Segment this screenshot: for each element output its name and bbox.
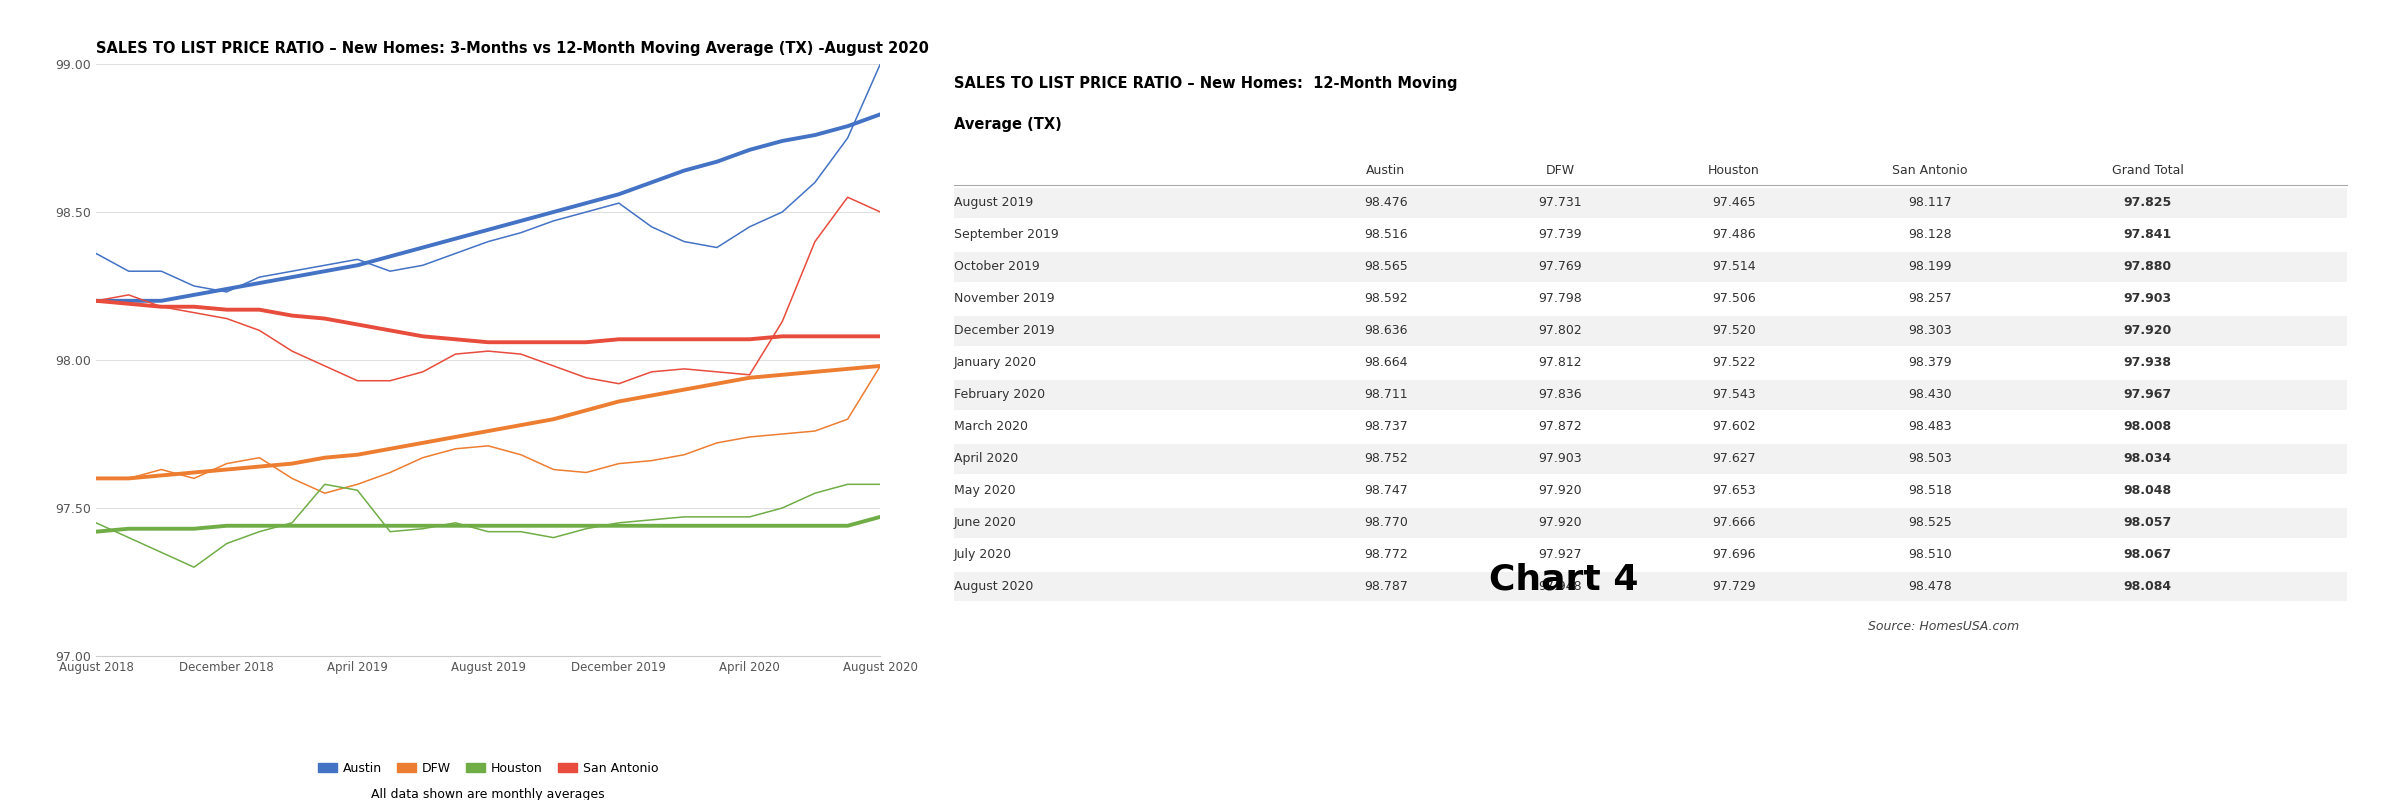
Text: May 2020: May 2020 [955,484,1015,497]
Text: January 2020: January 2020 [955,356,1037,369]
Text: 97.812: 97.812 [1538,356,1582,369]
Text: 97.927: 97.927 [1538,548,1582,561]
Text: 98.067: 98.067 [2124,548,2172,561]
Text: 98.592: 98.592 [1363,292,1406,305]
Text: 98.048: 98.048 [2124,484,2172,497]
Text: Chart 4: Chart 4 [1488,562,1639,596]
Text: 97.696: 97.696 [1711,548,1757,561]
Text: 98.787: 98.787 [1363,580,1409,593]
Text: 97.653: 97.653 [1711,484,1757,497]
FancyBboxPatch shape [955,252,2347,282]
Text: 97.506: 97.506 [1711,292,1757,305]
Text: 98.379: 98.379 [1908,356,1951,369]
Text: 97.880: 97.880 [2124,260,2172,273]
Text: 97.520: 97.520 [1711,324,1757,337]
Text: Average (TX): Average (TX) [955,118,1061,132]
Text: 97.739: 97.739 [1538,228,1582,241]
FancyBboxPatch shape [955,444,2347,474]
Text: 98.478: 98.478 [1908,580,1951,593]
Legend: Austin, DFW, Houston, San Antonio: Austin, DFW, Houston, San Antonio [312,757,662,780]
Text: July 2020: July 2020 [955,548,1013,561]
Text: 98.510: 98.510 [1908,548,1951,561]
Text: Houston: Houston [1709,164,1759,177]
Text: 97.903: 97.903 [1538,452,1582,465]
Text: September 2019: September 2019 [955,228,1058,241]
Text: 97.825: 97.825 [2124,196,2172,209]
Text: 98.476: 98.476 [1363,196,1406,209]
Text: 97.465: 97.465 [1711,196,1757,209]
Text: 97.522: 97.522 [1711,356,1757,369]
Text: 98.430: 98.430 [1908,388,1951,401]
Text: June 2020: June 2020 [955,516,1018,529]
Text: 98.084: 98.084 [2124,580,2172,593]
Text: 97.798: 97.798 [1538,292,1582,305]
Text: 98.752: 98.752 [1363,452,1406,465]
Text: 97.920: 97.920 [1538,484,1582,497]
Text: April 2020: April 2020 [955,452,1018,465]
Text: Austin: Austin [1366,164,1406,177]
Text: All data shown are monthly averages: All data shown are monthly averages [372,788,605,800]
FancyBboxPatch shape [955,316,2347,346]
Text: 97.836: 97.836 [1538,388,1582,401]
Text: 97.731: 97.731 [1538,196,1582,209]
Text: 98.503: 98.503 [1908,452,1951,465]
Text: 97.841: 97.841 [2124,228,2172,241]
Text: 98.565: 98.565 [1363,260,1406,273]
Text: 97.802: 97.802 [1538,324,1582,337]
Text: 98.483: 98.483 [1908,420,1951,433]
Text: 98.303: 98.303 [1908,324,1951,337]
FancyBboxPatch shape [955,380,2347,410]
Text: 97.602: 97.602 [1711,420,1757,433]
Text: 98.737: 98.737 [1363,420,1406,433]
Text: 98.772: 98.772 [1363,548,1406,561]
Text: 98.199: 98.199 [1908,260,1951,273]
Text: February 2020: February 2020 [955,388,1044,401]
Text: 97.729: 97.729 [1711,580,1757,593]
FancyBboxPatch shape [955,189,2347,218]
Text: 97.514: 97.514 [1711,260,1757,273]
Text: 98.008: 98.008 [2124,420,2172,433]
Text: November 2019: November 2019 [955,292,1054,305]
Text: December 2019: December 2019 [955,324,1054,337]
Text: DFW: DFW [1546,164,1574,177]
Text: 98.034: 98.034 [2124,452,2172,465]
Text: SALES TO LIST PRICE RATIO – New Homes:  12-Month Moving: SALES TO LIST PRICE RATIO – New Homes: 1… [955,76,1457,91]
Text: 97.627: 97.627 [1711,452,1757,465]
Text: 97.872: 97.872 [1538,420,1582,433]
Text: 98.518: 98.518 [1908,484,1951,497]
Text: 98.636: 98.636 [1363,324,1406,337]
Text: Grand Total: Grand Total [2112,164,2184,177]
Text: 97.967: 97.967 [2124,388,2172,401]
Text: 97.543: 97.543 [1711,388,1757,401]
Text: 98.747: 98.747 [1363,484,1406,497]
Text: 97.769: 97.769 [1538,260,1582,273]
Text: 98.516: 98.516 [1363,228,1406,241]
Text: 97.920: 97.920 [2124,324,2172,337]
Text: 97.486: 97.486 [1711,228,1757,241]
Text: San Antonio: San Antonio [1891,164,1968,177]
Text: 98.117: 98.117 [1908,196,1951,209]
Text: 98.770: 98.770 [1363,516,1409,529]
Text: March 2020: March 2020 [955,420,1027,433]
Text: 97.948: 97.948 [1538,580,1582,593]
FancyBboxPatch shape [955,508,2347,538]
Text: 98.711: 98.711 [1363,388,1406,401]
Text: SALES TO LIST PRICE RATIO – New Homes: 3-Months vs 12-Month Moving Average (TX) : SALES TO LIST PRICE RATIO – New Homes: 3… [96,41,929,56]
FancyBboxPatch shape [955,572,2347,602]
Text: 97.903: 97.903 [2124,292,2172,305]
Text: 97.938: 97.938 [2124,356,2172,369]
Text: 98.057: 98.057 [2124,516,2172,529]
Text: 98.664: 98.664 [1363,356,1406,369]
Text: October 2019: October 2019 [955,260,1039,273]
Text: Source: HomesUSA.com: Source: HomesUSA.com [1867,620,2018,633]
Text: August 2020: August 2020 [955,580,1034,593]
Text: August 2019: August 2019 [955,196,1034,209]
Text: 98.128: 98.128 [1908,228,1951,241]
Text: 98.525: 98.525 [1908,516,1951,529]
Text: 97.666: 97.666 [1711,516,1757,529]
Text: 97.920: 97.920 [1538,516,1582,529]
Text: 98.257: 98.257 [1908,292,1951,305]
